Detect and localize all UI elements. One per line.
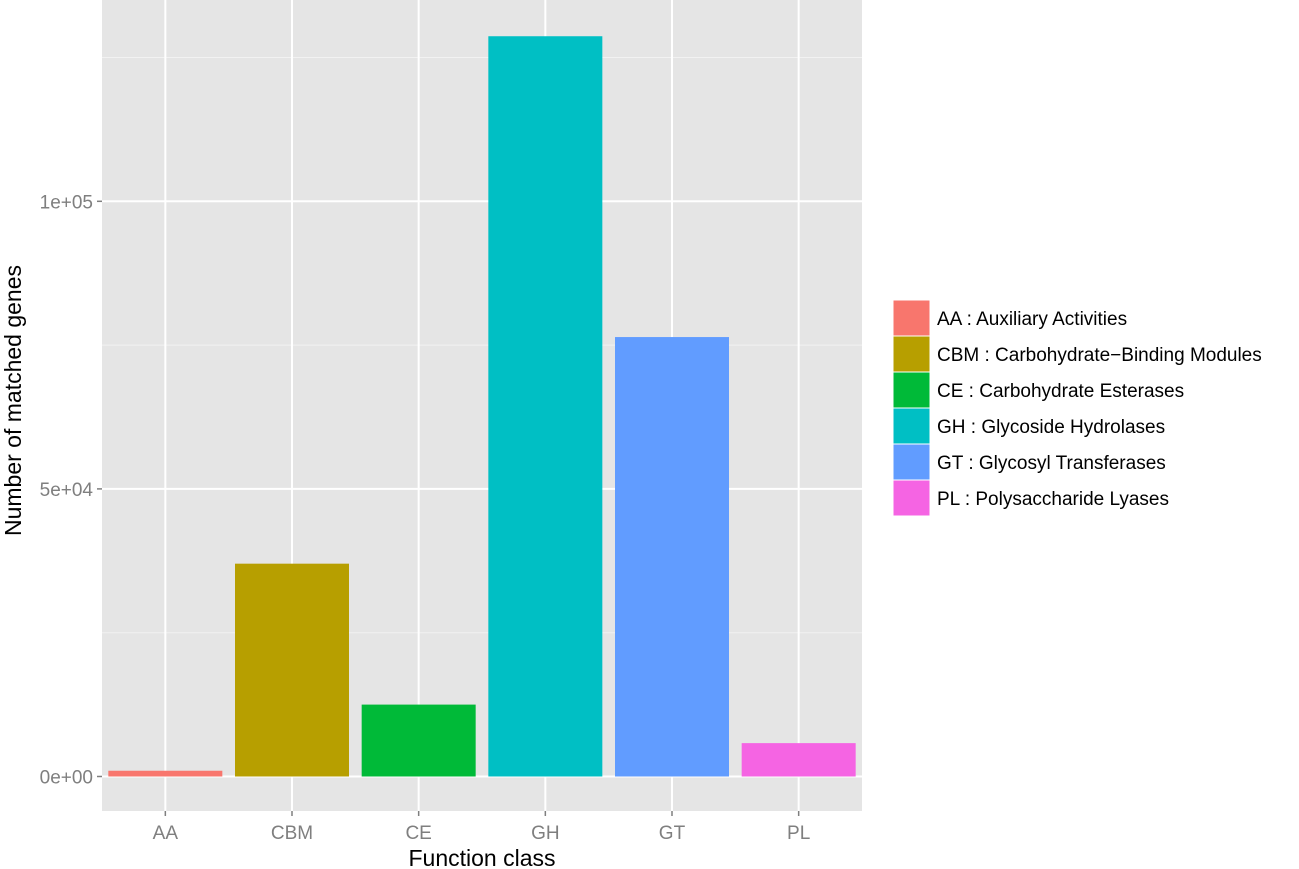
x-tick-label-ce: CE (405, 823, 431, 844)
bars (108, 36, 856, 777)
x-tick-label-gh: GH (531, 823, 560, 844)
legend-label-gh: GH : Glycoside Hydrolases (937, 417, 1165, 438)
legend-key-aa (892, 299, 931, 337)
minor-gridlines (102, 57, 862, 634)
legend-label-pl: PL : Polysaccharide Lyases (937, 489, 1169, 510)
bar-gt (615, 337, 729, 777)
bar-ce (361, 704, 476, 777)
x-axis-title: Function class (408, 845, 555, 869)
legend-key-cbm (892, 335, 931, 373)
bar-gh (488, 36, 603, 777)
plot-panel (102, 0, 862, 811)
legend-label-gt: GT : Glycosyl Transferases (937, 453, 1166, 474)
legend-key-gh (892, 407, 931, 445)
legend-key-gt (892, 443, 931, 481)
y-axis-ticks: 0e+00 5e+04 1e+05 (40, 192, 102, 788)
x-tick-label-cbm: CBM (271, 823, 313, 844)
legend-key-ce (892, 371, 931, 409)
x-tick-label-aa: AA (153, 823, 179, 844)
legend-label-ce: CE : Carbohydrate Esterases (937, 381, 1184, 402)
legend-key-pl (892, 479, 931, 517)
y-tick-label-1: 5e+04 (40, 480, 94, 501)
bar-aa (108, 770, 223, 777)
bar-pl (741, 743, 856, 777)
x-axis-ticks: AA CBM CE GH GT PL (153, 811, 810, 844)
bar-cbm (235, 563, 349, 777)
legend: AA : Auxiliary Activities CBM : Carbohydr… (892, 299, 1262, 517)
legend-label-cbm: CBM : Carbohydrate−Binding Modules (937, 345, 1262, 366)
y-tick-label-2: 1e+05 (40, 192, 93, 213)
x-tick-label-pl: PL (787, 823, 810, 844)
y-axis-title: Number of matched genes (0, 265, 26, 536)
x-tick-label-gt: GT (659, 823, 686, 844)
y-tick-label-0: 0e+00 (40, 767, 93, 788)
legend-label-aa: AA : Auxiliary Activities (937, 309, 1127, 330)
